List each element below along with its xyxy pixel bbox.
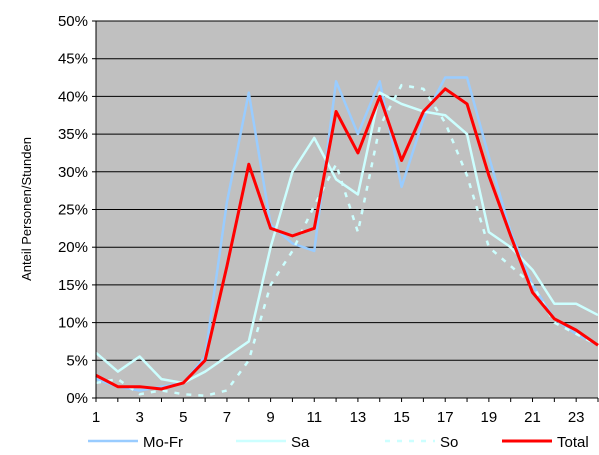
y-tick-labels: 0% 5% 10% 15% 20% 25% 30% 35% 40% 45% 50% xyxy=(58,13,88,407)
y-tick-label: 40% xyxy=(58,88,88,105)
x-tick-label: 21 xyxy=(524,409,541,426)
series-line-sa xyxy=(95,91,599,385)
y-tick-label: 25% xyxy=(58,202,88,219)
y-tick-label: 35% xyxy=(58,126,88,143)
x-tick-label: 11 xyxy=(306,409,322,426)
y-tick-label: 15% xyxy=(58,277,88,294)
x-tick-labels: 1 3 5 7 9 11 13 15 17 19 21 23 xyxy=(92,409,585,426)
y-tick-label: 30% xyxy=(58,164,88,181)
x-tick-label: 3 xyxy=(135,409,143,426)
x-tick-label: 1 xyxy=(92,409,100,426)
y-tick-label: 45% xyxy=(58,51,88,68)
legend-label: Mo-Fr xyxy=(143,434,183,451)
y-tick-label: 5% xyxy=(66,352,88,369)
grid-lines xyxy=(96,20,598,361)
x-tick-label: 13 xyxy=(350,409,367,426)
y-tick-label: 50% xyxy=(58,13,88,30)
legend: Mo-Fr Sa So Total xyxy=(88,434,589,451)
series-line-so xyxy=(95,83,599,397)
legend-label: Total xyxy=(557,434,589,451)
y-tick-label: 20% xyxy=(58,239,88,256)
x-tick-label: 17 xyxy=(437,409,454,426)
legend-label: So xyxy=(440,434,458,451)
x-tick-label: 23 xyxy=(568,409,585,426)
y-tick-label: 0% xyxy=(66,390,88,407)
legend-label: Sa xyxy=(291,434,310,451)
x-tick-label: 9 xyxy=(266,409,274,426)
y-tick-label: 10% xyxy=(58,315,88,332)
x-tick-label: 7 xyxy=(223,409,231,426)
x-tick-label: 5 xyxy=(179,409,187,426)
series-line-total xyxy=(95,87,599,391)
axes xyxy=(92,20,599,402)
y-axis-label: Anteil Personen/Stunden xyxy=(19,137,34,281)
x-tick-label: 19 xyxy=(481,409,498,426)
series-lines xyxy=(95,76,599,397)
x-tick-label: 15 xyxy=(393,409,410,426)
